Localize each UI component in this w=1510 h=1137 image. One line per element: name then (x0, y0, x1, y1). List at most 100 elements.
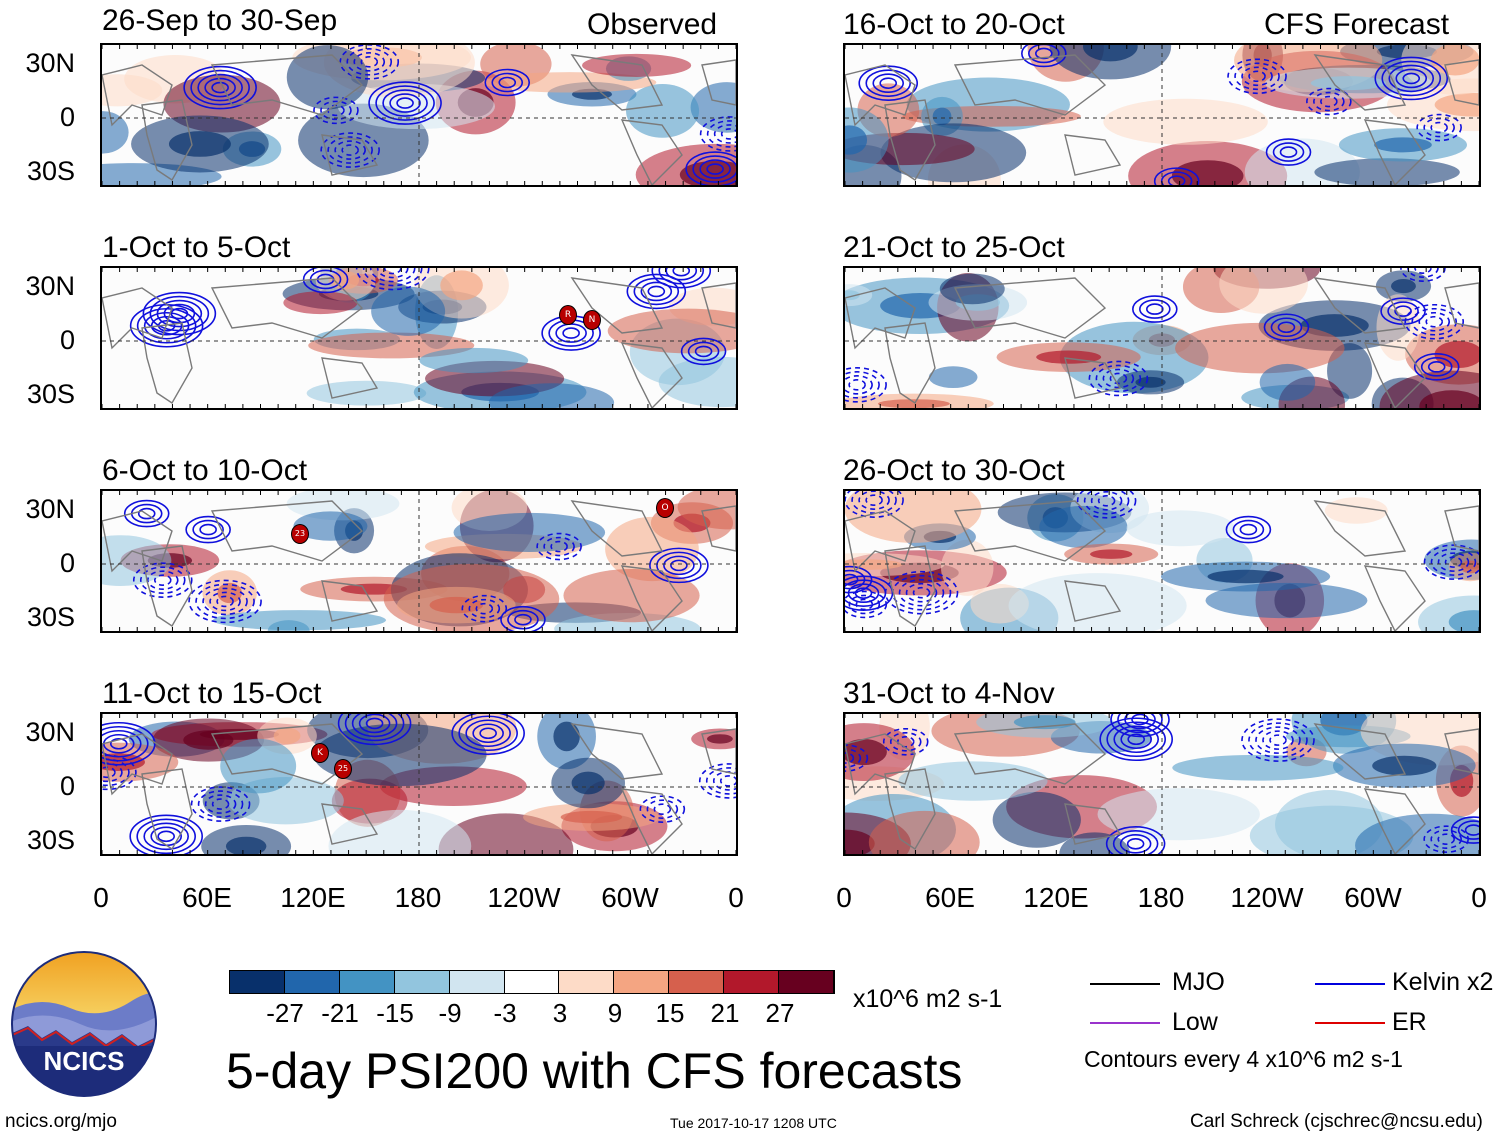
colorbar (229, 970, 835, 994)
anomaly-shading (582, 53, 692, 77)
colorbar-tick: 9 (607, 998, 623, 1028)
lon-label-60w: 60W (601, 882, 659, 913)
lat-label-30s: 30S (26, 825, 75, 855)
anomaly-shading (939, 273, 1005, 305)
anomaly-shading (453, 512, 606, 552)
map-panel-observed-1 (100, 43, 738, 187)
legend-line-mjo (1090, 983, 1160, 985)
anomaly-shading (626, 84, 700, 138)
lon-label-120e: 120E (1023, 882, 1089, 913)
lat-label-30n: 30N (25, 271, 75, 301)
colorbar-swatch (504, 971, 560, 993)
anomaly-shading (306, 380, 427, 406)
anomaly-shading (992, 791, 1081, 848)
anomaly-shading (1008, 573, 1187, 631)
colorbar-tick: 27 (765, 998, 795, 1028)
anomaly-shading (488, 383, 615, 408)
anomaly-shading (605, 516, 699, 582)
legend-label-er: ER (1392, 1008, 1427, 1036)
anomaly-shading (1259, 363, 1316, 401)
panel-title-2: 1-Oct to 5-Oct (102, 231, 291, 264)
storm-marker-23: 23 (291, 524, 309, 544)
lat-label-30s: 30S (26, 602, 75, 632)
anomaly-shading (1059, 832, 1131, 854)
anomaly-shading (1314, 158, 1460, 185)
anomaly-shading (313, 723, 487, 787)
colorbar-tick: -21 (321, 998, 359, 1028)
colorbar-tick: -3 (493, 998, 517, 1028)
anomaly-shading (220, 738, 297, 794)
colorbar-tick: -15 (376, 998, 414, 1028)
colorbar-swatch (669, 971, 725, 993)
legend-line-kelvin (1315, 983, 1385, 985)
legend-label-low: Low (1172, 1008, 1218, 1036)
storm-marker-25: 25 (334, 759, 352, 779)
lon-label-0: 0 (1471, 882, 1487, 913)
lon-label-180: 180 (394, 882, 442, 913)
ncics-logo: NCICS (10, 950, 158, 1098)
lat-label-eq: 0 (59, 548, 75, 578)
logo-text: NCICS (44, 1046, 125, 1076)
panel-title-8: 31-Oct to 4-Nov (843, 677, 1055, 710)
anomaly-shading (1097, 788, 1260, 841)
colorbar-tick: 21 (710, 998, 740, 1028)
legend-line-low (1090, 1022, 1160, 1024)
lat-label-eq: 0 (59, 325, 75, 355)
footer-author: Carl Schreck (cjschrec@ncsu.edu) (1190, 1111, 1483, 1132)
lon-label-120e: 120E (280, 882, 346, 913)
anomaly-shading (1126, 510, 1235, 547)
anomaly-shading (371, 286, 446, 336)
lon-label-60w: 60W (1344, 882, 1402, 913)
panel-title-3: 6-Oct to 10-Oct (102, 454, 308, 487)
map-panel-forecast-2 (843, 266, 1481, 410)
lat-label-30s: 30S (26, 379, 75, 409)
storm-marker-n: N (583, 310, 601, 330)
map-panel-forecast-4 (843, 712, 1481, 856)
legend-label-mjo: MJO (1172, 968, 1225, 996)
panel-title-1: 26-Sep to 30-Sep (102, 4, 338, 37)
colorbar-swatch (284, 971, 340, 993)
anomaly-shading (328, 809, 472, 854)
colorbar-swatch (394, 971, 450, 993)
map-panel-forecast-3 (843, 489, 1481, 633)
colorbar-tick: -27 (266, 998, 304, 1028)
lon-label-120w: 120W (1230, 882, 1304, 913)
main-title: 5-day PSI200 with CFS forecasts (226, 1043, 963, 1099)
anomaly-shading (1049, 45, 1172, 80)
anomaly-shading (898, 761, 1048, 801)
colorbar-tick: -9 (438, 998, 462, 1028)
colorbar-units: x10^6 m2 s-1 (853, 985, 1003, 1013)
colorbar-swatch (339, 971, 395, 993)
anomaly-shading (1172, 754, 1344, 781)
contours-note: Contours every 4 x10^6 m2 s-1 (1084, 1046, 1403, 1072)
lat-label-eq: 0 (59, 102, 75, 132)
colorbar-swatch (559, 971, 615, 993)
map-panel-observed-4 (100, 712, 738, 856)
anomaly-shading (1175, 322, 1345, 374)
lon-label-180: 180 (1137, 882, 1185, 913)
anomaly-shading (283, 291, 358, 315)
lat-label-30s: 30S (26, 156, 75, 186)
anomaly-shading (102, 74, 163, 107)
footer-url[interactable]: ncics.org/mjo (5, 1111, 117, 1132)
storm-marker-o: O (656, 498, 674, 518)
anomaly-shading (690, 82, 736, 133)
anomaly-shading (563, 568, 700, 623)
panel-title-4: 11-Oct to 15-Oct (102, 677, 322, 710)
anomaly-shading (213, 610, 387, 631)
anomaly-shading (1355, 813, 1479, 854)
colorbar-tick: 3 (552, 998, 568, 1028)
colorbar-tick: 15 (655, 998, 685, 1028)
observed-label: Observed (587, 8, 718, 41)
colorbar-swatch (614, 971, 670, 993)
anomaly-shading (1324, 497, 1388, 524)
anomaly-shading (419, 347, 529, 374)
anomaly-shading (1205, 582, 1368, 619)
anomaly-shading (1103, 98, 1268, 145)
lat-label-eq: 0 (59, 771, 75, 801)
map-panel-forecast-1 (843, 43, 1481, 187)
anomaly-shading (941, 539, 994, 596)
lon-label-60e: 60E (182, 882, 232, 913)
anomaly-shading (928, 366, 978, 389)
anomaly-shading (845, 491, 982, 543)
